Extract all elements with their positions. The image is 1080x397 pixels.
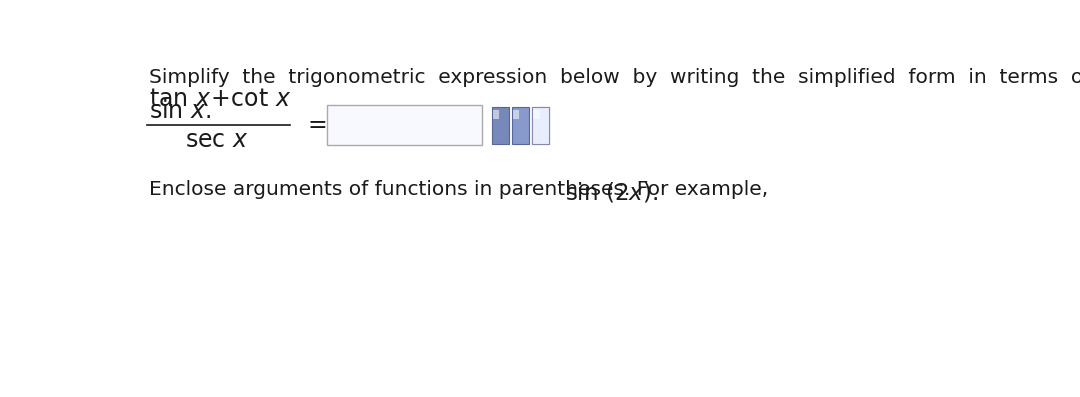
FancyBboxPatch shape [327,105,482,145]
Text: $\mathrm{tan}\ \mathit{x}\!+\!\mathrm{cot}\ \mathit{x}$: $\mathrm{tan}\ \mathit{x}\!+\!\mathrm{co… [149,87,292,111]
FancyBboxPatch shape [534,110,540,119]
Text: $\mathrm{sec}\ \mathit{x}$: $\mathrm{sec}\ \mathit{x}$ [185,129,248,152]
Text: $\mathrm{sin}\ \mathit{x}.$: $\mathrm{sin}\ \mathit{x}.$ [149,99,212,123]
Text: $\mathrm{sin}\ (2\mathit{x}).$: $\mathrm{sin}\ (2\mathit{x}).$ [565,180,658,204]
Text: Enclose arguments of functions in parentheses. For example,: Enclose arguments of functions in parent… [149,180,774,199]
FancyBboxPatch shape [494,110,499,119]
Text: =: = [307,114,327,137]
Text: Simplify  the  trigonometric  expression  below  by  writing  the  simplified  f: Simplify the trigonometric expression be… [149,68,1080,87]
FancyBboxPatch shape [512,107,529,144]
FancyBboxPatch shape [491,107,509,144]
FancyBboxPatch shape [531,107,549,144]
FancyBboxPatch shape [531,107,549,144]
FancyBboxPatch shape [513,110,519,119]
